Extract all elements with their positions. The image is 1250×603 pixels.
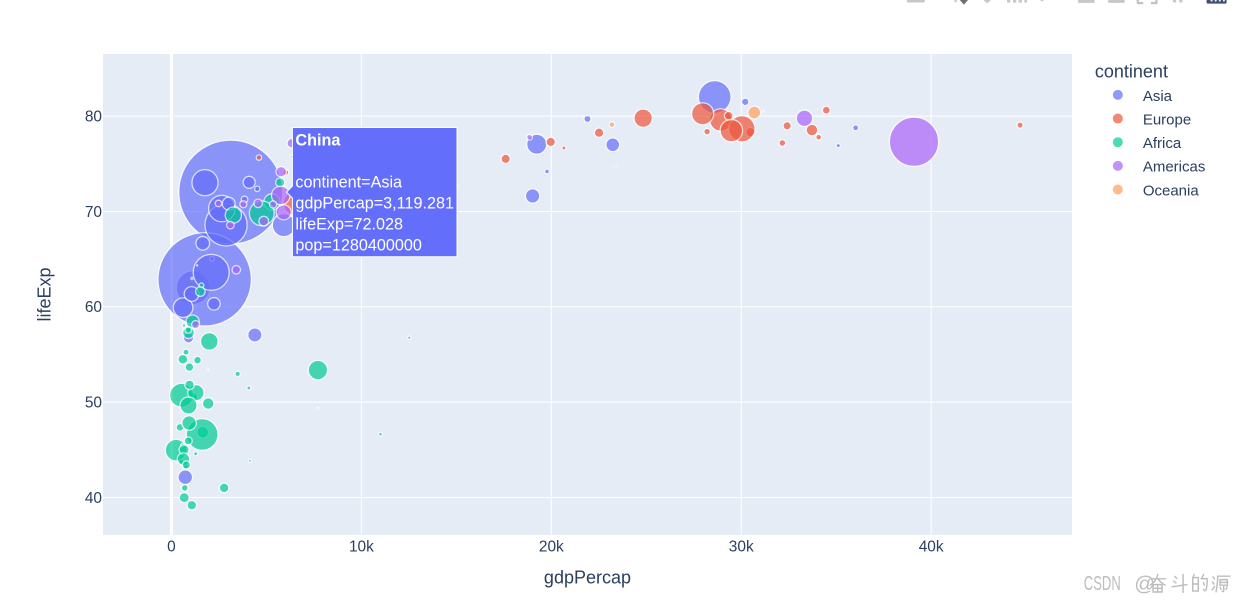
svg-text:continent: continent — [1095, 61, 1168, 81]
svg-text:Europe: Europe — [1143, 111, 1191, 128]
svg-text:70: 70 — [85, 204, 102, 221]
svg-text:gdpPercap: gdpPercap — [544, 568, 631, 588]
svg-text:CSDN: CSDN — [1084, 572, 1121, 594]
svg-text:40k: 40k — [919, 538, 944, 555]
svg-text:lifeExp: lifeExp — [35, 267, 55, 321]
svg-text:10k: 10k — [349, 538, 374, 555]
svg-text:Oceania: Oceania — [1143, 182, 1200, 199]
svg-text:Africa: Africa — [1143, 135, 1182, 152]
svg-text:80: 80 — [85, 108, 102, 125]
svg-text:Americas: Americas — [1143, 159, 1206, 176]
svg-text:Asia: Asia — [1143, 88, 1173, 105]
svg-text:40: 40 — [85, 490, 102, 507]
svg-text:60: 60 — [85, 299, 102, 316]
svg-text:30k: 30k — [729, 538, 754, 555]
svg-text:20k: 20k — [539, 538, 564, 555]
svg-text:0: 0 — [167, 538, 176, 555]
svg-text:50: 50 — [85, 395, 102, 412]
